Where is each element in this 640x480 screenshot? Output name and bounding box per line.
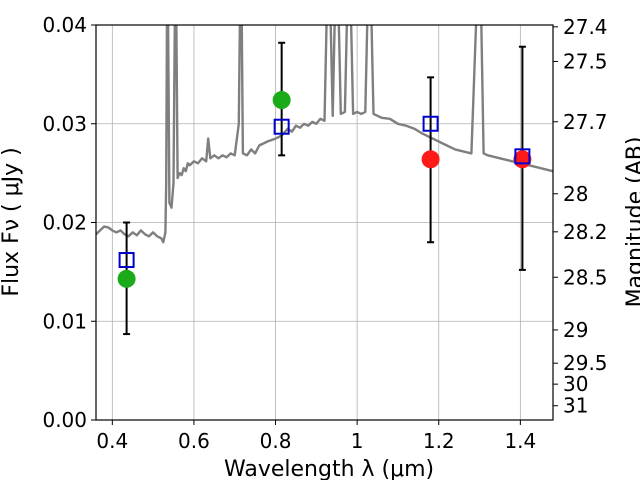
y-tick-label: 0.01 bbox=[42, 309, 87, 333]
y2-tick-label: 27.7 bbox=[563, 110, 608, 134]
y2-tick-label: 28.5 bbox=[563, 265, 608, 289]
y2-tick-label: 28.2 bbox=[563, 220, 608, 244]
x-tick-label: 1.2 bbox=[423, 429, 455, 453]
x-axis-label: Wavelength λ (μm) bbox=[224, 457, 434, 480]
y-axis-label: Flux Fν ( μJy ) bbox=[0, 147, 24, 296]
y2-axis-label: Magnitude (AB) bbox=[623, 137, 640, 308]
observed-flux-point bbox=[421, 150, 440, 169]
model-flux-square bbox=[422, 115, 439, 132]
x-tick-label: 0.8 bbox=[260, 429, 292, 453]
y2-tick-label: 27.4 bbox=[563, 15, 608, 39]
marker-layer bbox=[117, 91, 532, 288]
y2-tick-label: 29.5 bbox=[563, 351, 608, 375]
y2-tick-label: 27.5 bbox=[563, 49, 608, 73]
y2-tick-label: 30 bbox=[563, 372, 588, 396]
spectrum-layer bbox=[96, 25, 553, 244]
model-flux-square bbox=[118, 252, 135, 269]
y-tick-label: 0.02 bbox=[42, 211, 87, 235]
y2-tick-label: 31 bbox=[563, 394, 588, 418]
y-tick-label: 0.04 bbox=[42, 13, 87, 37]
y-tick-label: 0.00 bbox=[42, 408, 87, 432]
x-tick-label: 0.6 bbox=[178, 429, 210, 453]
axes: 0.4 0.6 0.8 1 1.2 1.4 0.00 0.01 0.02 0.03 0.04 27.4… bbox=[42, 13, 607, 453]
x-tick-label: 1 bbox=[351, 429, 364, 453]
x-tick-label: 1.4 bbox=[504, 429, 536, 453]
spectrum-line bbox=[96, 25, 553, 244]
observed-flux-point bbox=[272, 91, 291, 110]
model-flux-square bbox=[273, 118, 290, 135]
y2-tick-label: 28 bbox=[563, 182, 588, 206]
observed-flux-point bbox=[117, 269, 136, 288]
y2-tick-label: 29 bbox=[563, 318, 588, 342]
x-tick-label: 0.4 bbox=[96, 429, 128, 453]
model-flux-square bbox=[514, 148, 531, 165]
y-tick-label: 0.03 bbox=[42, 112, 87, 136]
